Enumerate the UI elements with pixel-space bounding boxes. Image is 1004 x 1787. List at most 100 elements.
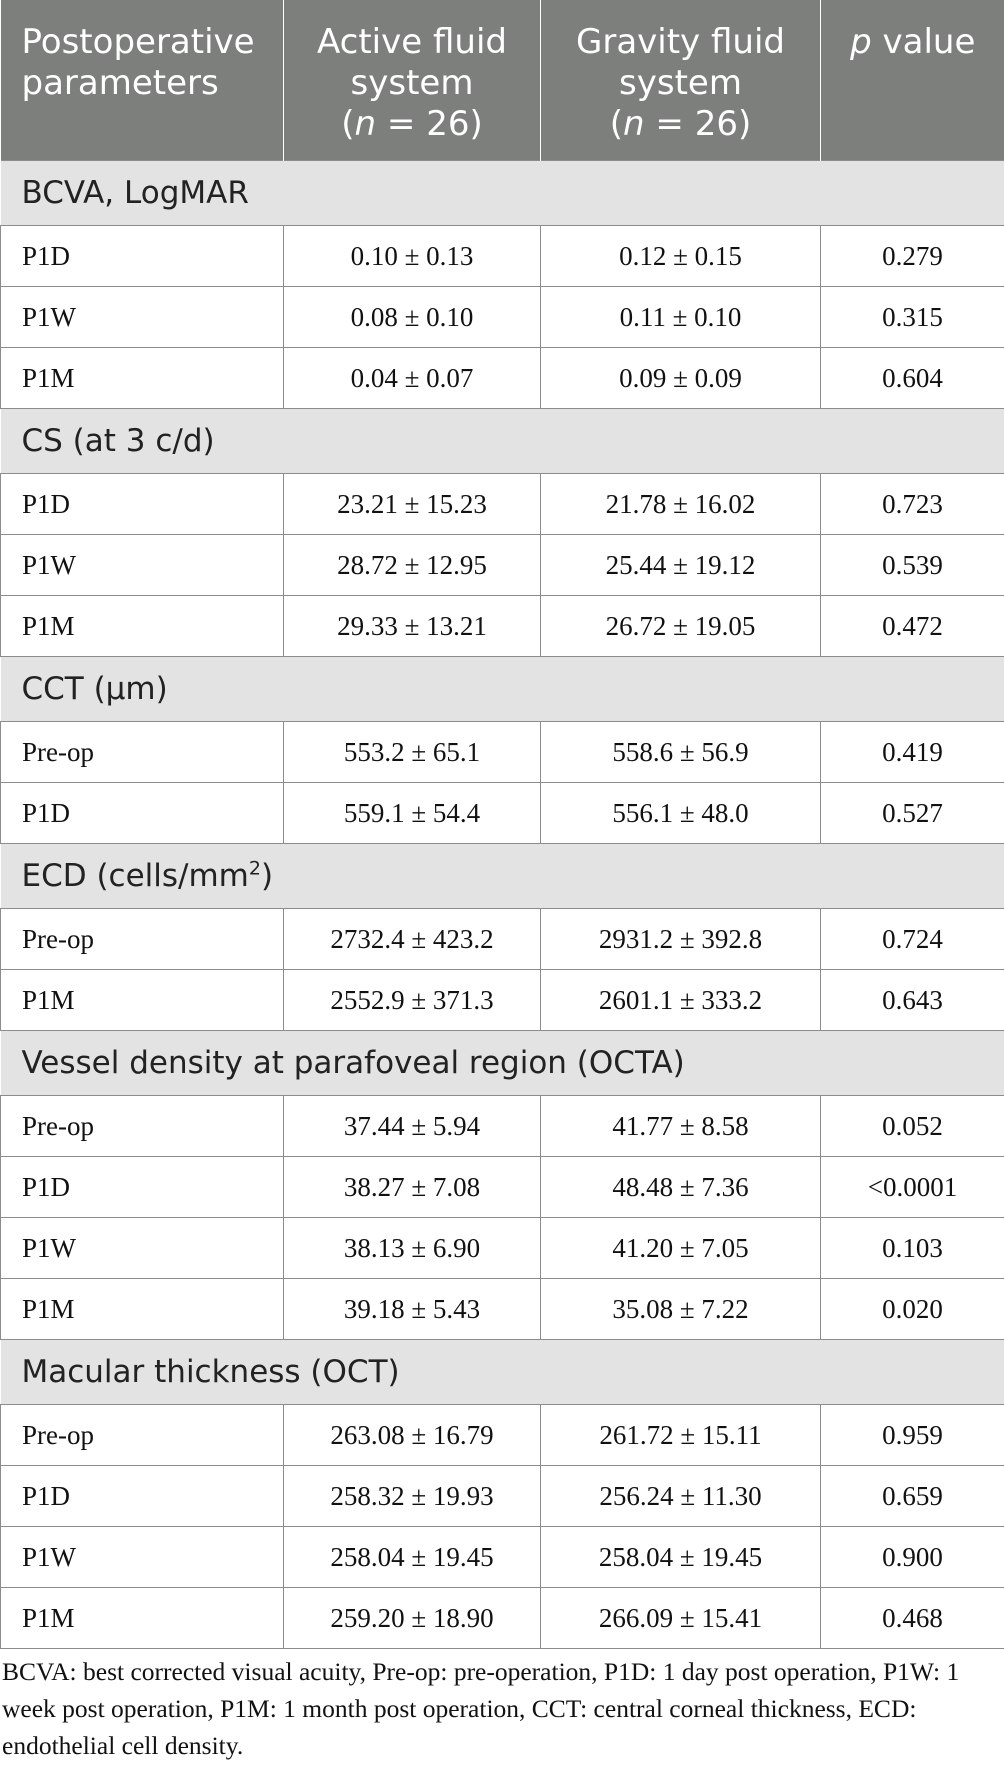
section-title-text: CCT (μm) (21, 671, 168, 707)
section-title-text: CS (at 3 c/d) (21, 423, 215, 459)
cell-timepoint: Pre-op (0, 721, 284, 783)
cell-active-fluid: 37.44 ± 5.94 (283, 1095, 541, 1157)
cell-timepoint: P1W (0, 286, 284, 348)
cell-active-fluid: 553.2 ± 65.1 (283, 721, 541, 783)
header-gravity-fluid: Gravity fluid system (n = 26) (540, 0, 821, 161)
results-table: Postoperative parameters Active fluid sy… (0, 0, 1004, 1649)
cell-timepoint: Pre-op (0, 1095, 284, 1157)
cell-gravity-fluid: 556.1 ± 48.0 (540, 782, 821, 844)
table-row: P1D 38.27 ± 7.08 48.48 ± 7.36 <0.0001 (0, 1156, 1004, 1218)
table-row: P1W 28.72 ± 12.95 25.44 ± 19.12 0.539 (0, 534, 1004, 596)
cell-active-fluid: 28.72 ± 12.95 (283, 534, 541, 596)
cell-timepoint: P1M (0, 969, 284, 1031)
header-p-italic: p (850, 22, 872, 62)
cell-p-value: 0.472 (820, 595, 1004, 657)
section-header-row: CS (at 3 c/d) (0, 408, 1004, 474)
header-active-line2: system (350, 63, 474, 103)
table-header: Postoperative parameters Active fluid sy… (0, 0, 1004, 161)
header-p-rest: value (871, 22, 976, 62)
section-header-row: Macular thickness (OCT) (0, 1339, 1004, 1405)
cell-timepoint: P1D (0, 1156, 284, 1218)
cell-gravity-fluid: 0.09 ± 0.09 (540, 347, 821, 409)
section-title: CCT (μm) (0, 656, 1004, 722)
section-header-row: CCT (μm) (0, 656, 1004, 722)
cell-p-value: 0.604 (820, 347, 1004, 409)
table-footnote: BCVA: best corrected visual acuity, Pre-… (2, 1657, 960, 1760)
cell-p-value: 0.900 (820, 1526, 1004, 1588)
table-row: P1D 258.32 ± 19.93 256.24 ± 11.30 0.659 (0, 1465, 1004, 1527)
cell-active-fluid: 559.1 ± 54.4 (283, 782, 541, 844)
cell-timepoint: Pre-op (0, 1404, 284, 1466)
section-title: Vessel density at parafoveal region (OCT… (0, 1030, 1004, 1096)
section-title: ECD (cells/mm2) (0, 843, 1004, 909)
cell-active-fluid: 258.04 ± 19.45 (283, 1526, 541, 1588)
cell-active-fluid: 38.13 ± 6.90 (283, 1217, 541, 1279)
section-title-text: ECD (cells/mm (21, 858, 249, 894)
header-active-line1: Active fluid (317, 22, 507, 62)
cell-gravity-fluid: 48.48 ± 7.36 (540, 1156, 821, 1218)
table-body: BCVA, LogMAR P1D 0.10 ± 0.13 0.12 ± 0.15 0.2… (0, 160, 1004, 1649)
cell-gravity-fluid: 35.08 ± 7.22 (540, 1278, 821, 1340)
cell-timepoint: P1W (0, 1526, 284, 1588)
section-title-text: Macular thickness (OCT) (21, 1354, 400, 1390)
cell-timepoint: P1D (0, 473, 284, 535)
cell-gravity-fluid: 25.44 ± 19.12 (540, 534, 821, 596)
cell-active-fluid: 0.04 ± 0.07 (283, 347, 541, 409)
cell-gravity-fluid: 41.77 ± 8.58 (540, 1095, 821, 1157)
cell-active-fluid: 23.21 ± 15.23 (283, 473, 541, 535)
cell-timepoint: P1D (0, 782, 284, 844)
section-title-tail: ) (260, 858, 274, 894)
cell-p-value: 0.315 (820, 286, 1004, 348)
cell-p-value: 0.419 (820, 721, 1004, 783)
cell-timepoint: P1W (0, 534, 284, 596)
cell-gravity-fluid: 0.11 ± 0.10 (540, 286, 821, 348)
cell-active-fluid: 263.08 ± 16.79 (283, 1404, 541, 1466)
table-row: P1W 38.13 ± 6.90 41.20 ± 7.05 0.103 (0, 1217, 1004, 1279)
table-row: Pre-op 2732.4 ± 423.2 2931.2 ± 392.8 0.724 (0, 908, 1004, 970)
cell-p-value: <0.0001 (820, 1156, 1004, 1218)
cell-active-fluid: 38.27 ± 7.08 (283, 1156, 541, 1218)
cell-gravity-fluid: 0.12 ± 0.15 (540, 225, 821, 287)
cell-p-value: 0.020 (820, 1278, 1004, 1340)
cell-timepoint: P1D (0, 225, 284, 287)
table-row: P1D 0.10 ± 0.13 0.12 ± 0.15 0.279 (0, 225, 1004, 287)
cell-active-fluid: 258.32 ± 19.93 (283, 1465, 541, 1527)
table-row: P1W 0.08 ± 0.10 0.11 ± 0.10 0.315 (0, 286, 1004, 348)
cell-timepoint: P1W (0, 1217, 284, 1279)
section-header-row: ECD (cells/mm2) (0, 843, 1004, 909)
cell-p-value: 0.659 (820, 1465, 1004, 1527)
header-active-count: = 26) (376, 104, 483, 144)
cell-gravity-fluid: 21.78 ± 16.02 (540, 473, 821, 535)
table-row: P1W 258.04 ± 19.45 258.04 ± 19.45 0.900 (0, 1526, 1004, 1588)
header-parameters: Postoperative parameters (0, 0, 284, 161)
table-row: P1M 0.04 ± 0.07 0.09 ± 0.09 0.604 (0, 347, 1004, 409)
cell-p-value: 0.723 (820, 473, 1004, 535)
cell-p-value: 0.724 (820, 908, 1004, 970)
section-title: CS (at 3 c/d) (0, 408, 1004, 474)
cell-gravity-fluid: 558.6 ± 56.9 (540, 721, 821, 783)
section-title-text: Vessel density at parafoveal region (OCT… (21, 1045, 685, 1081)
cell-timepoint: P1D (0, 1465, 284, 1527)
cell-gravity-fluid: 41.20 ± 7.05 (540, 1217, 821, 1279)
section-title: BCVA, LogMAR (0, 160, 1004, 226)
cell-gravity-fluid: 2601.1 ± 333.2 (540, 969, 821, 1031)
cell-gravity-fluid: 261.72 ± 15.11 (540, 1404, 821, 1466)
section-title-superscript: 2 (248, 857, 261, 880)
cell-active-fluid: 259.20 ± 18.90 (283, 1587, 541, 1649)
cell-p-value: 0.103 (820, 1217, 1004, 1279)
cell-timepoint: Pre-op (0, 908, 284, 970)
cell-p-value: 0.527 (820, 782, 1004, 844)
cell-active-fluid: 2732.4 ± 423.2 (283, 908, 541, 970)
cell-gravity-fluid: 26.72 ± 19.05 (540, 595, 821, 657)
header-active-fluid: Active fluid system (n = 26) (283, 0, 541, 161)
table-row: P1D 23.21 ± 15.23 21.78 ± 16.02 0.723 (0, 473, 1004, 535)
cell-timepoint: P1M (0, 1278, 284, 1340)
section-header-row: Vessel density at parafoveal region (OCT… (0, 1030, 1004, 1096)
cell-active-fluid: 39.18 ± 5.43 (283, 1278, 541, 1340)
cell-gravity-fluid: 258.04 ± 19.45 (540, 1526, 821, 1588)
table-row: Pre-op 37.44 ± 5.94 41.77 ± 8.58 0.052 (0, 1095, 1004, 1157)
cell-p-value: 0.468 (820, 1587, 1004, 1649)
cell-p-value: 0.279 (820, 225, 1004, 287)
header-gravity-count: = 26) (644, 104, 752, 144)
cell-gravity-fluid: 2931.2 ± 392.8 (540, 908, 821, 970)
